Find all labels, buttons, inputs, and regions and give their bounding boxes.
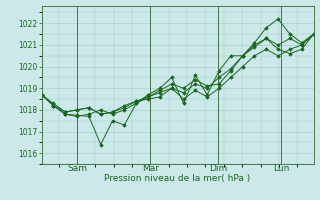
X-axis label: Pression niveau de la mer( hPa ): Pression niveau de la mer( hPa ) [104,174,251,183]
